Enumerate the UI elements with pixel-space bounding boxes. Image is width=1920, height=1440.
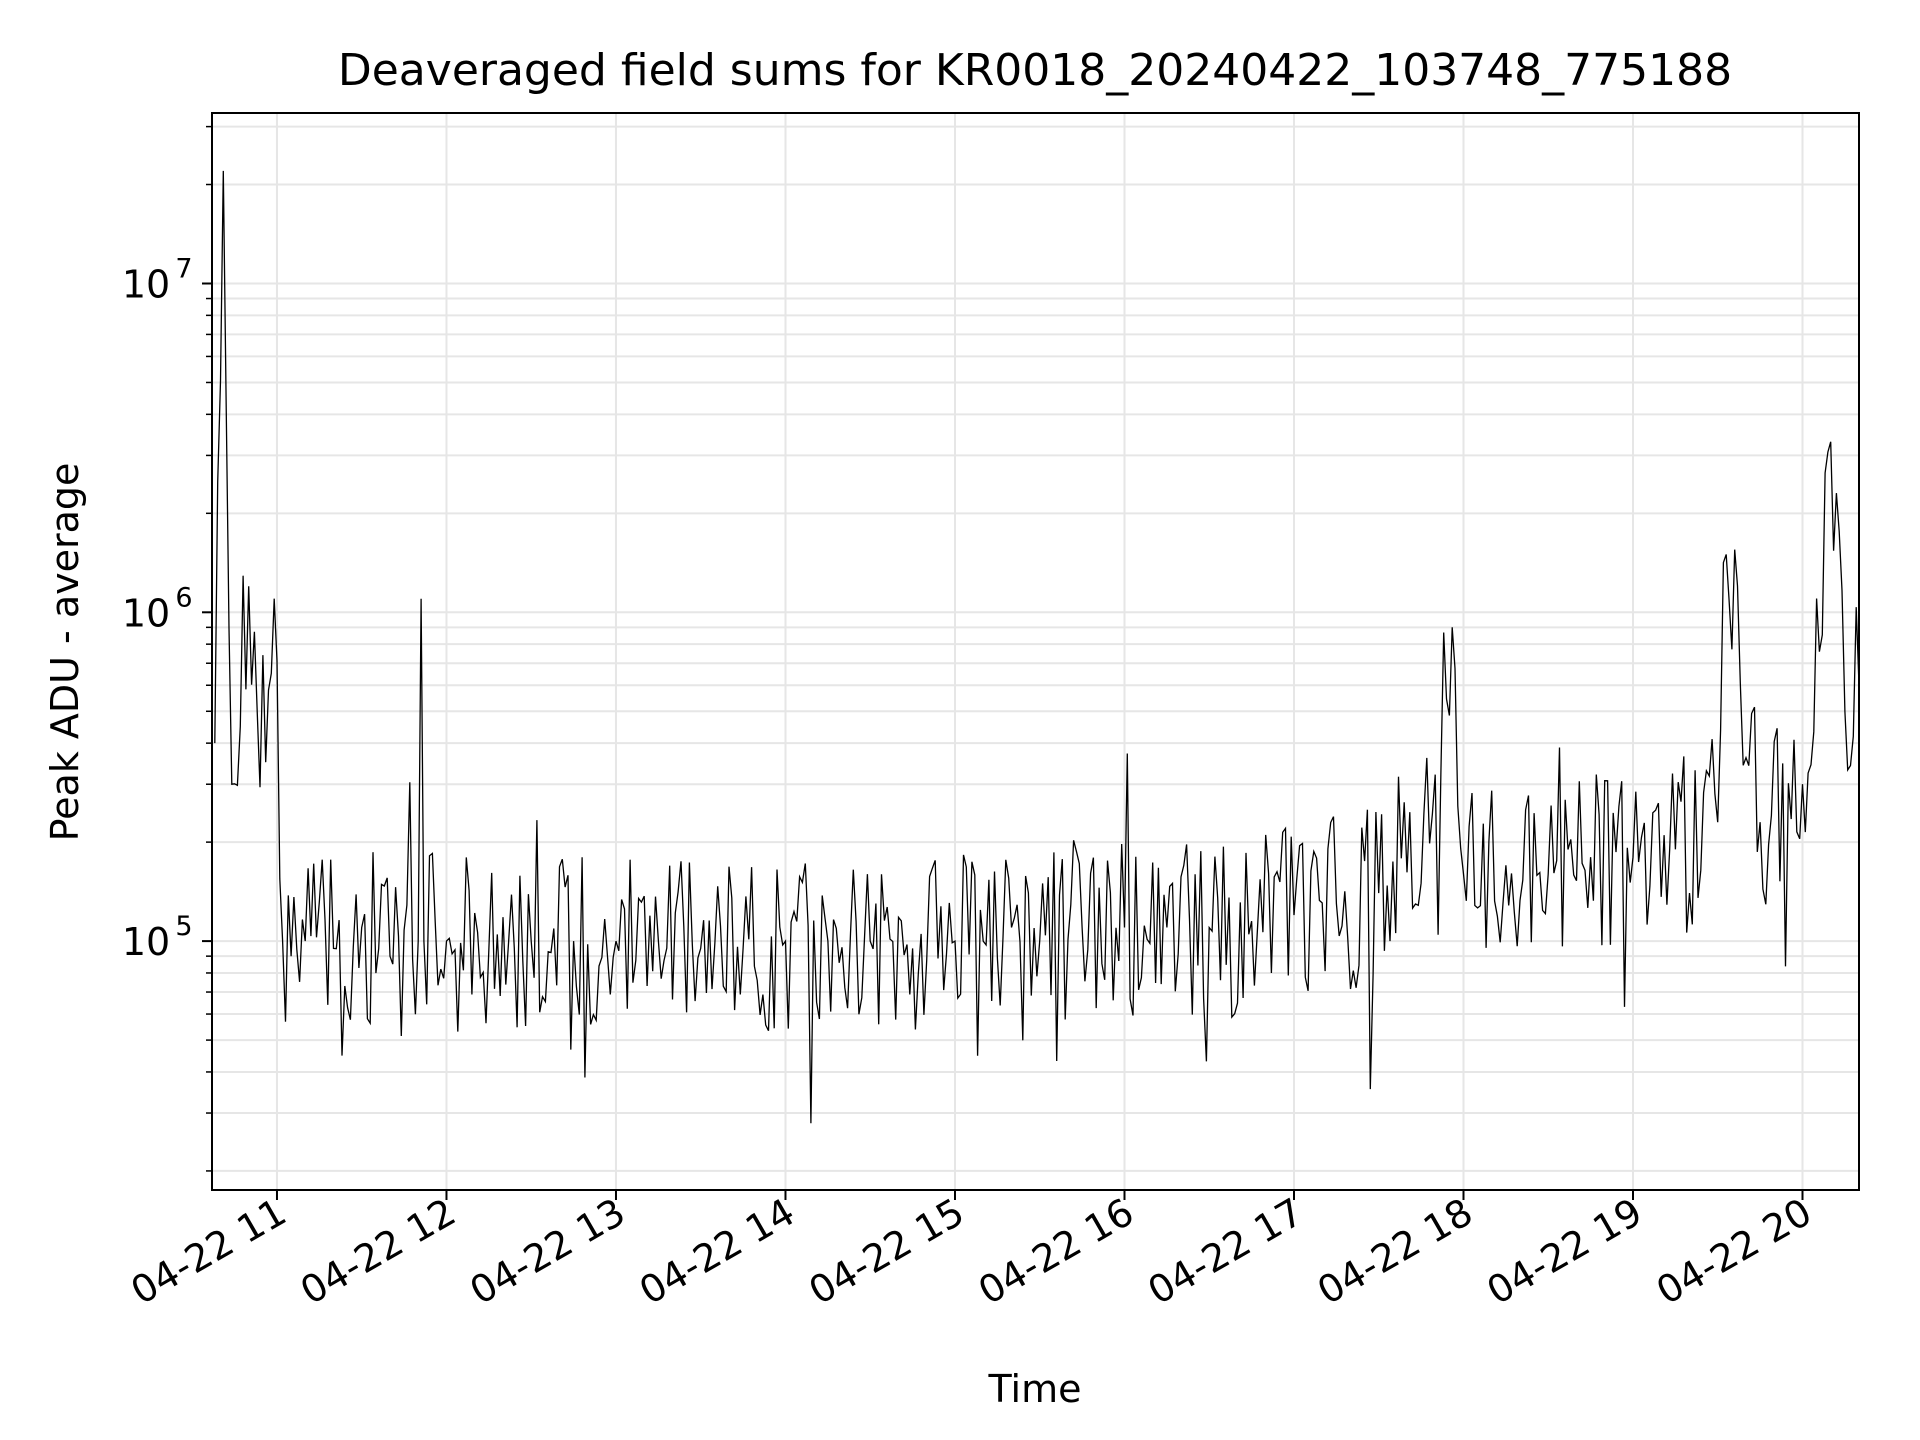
x-tick-label: 04-22 14: [632, 1190, 802, 1314]
x-tick-label: 04-22 13: [463, 1190, 633, 1314]
x-tick-label: 04-22 17: [1141, 1190, 1311, 1314]
plot-frame: [211, 112, 1860, 1191]
y-tick-exponent: 7: [175, 253, 192, 284]
x-axis-label: Time: [988, 1367, 1082, 1411]
x-tick-label: 04-22 20: [1649, 1190, 1819, 1314]
x-axis: 04-22 11 04-22 12 04-22 13 04-22 14 04-22 15…: [124, 1190, 1819, 1314]
chart-title: Deaveraged field sums for KR0018_2024042…: [338, 45, 1732, 96]
y-tick-label: 10: [122, 262, 170, 306]
series-polyline: [214, 170, 1860, 1124]
y-axis-label: Peak ADU - average: [43, 463, 87, 842]
y-tick-label: 10: [122, 920, 170, 964]
x-tick-label: 04-22 16: [971, 1190, 1141, 1314]
x-tick-label: 04-22 15: [802, 1190, 972, 1314]
x-tick-label: 04-22 19: [1480, 1190, 1650, 1314]
grid-lines: [212, 113, 1859, 1190]
y-tick-label: 10: [122, 591, 170, 635]
x-tick-label: 04-22 18: [1310, 1190, 1480, 1314]
x-tick-label: 04-22 12: [293, 1190, 463, 1314]
x-tick-label: 04-22 11: [124, 1190, 294, 1314]
series-line: [214, 170, 1860, 1124]
y-tick-exponent: 5: [175, 911, 192, 942]
y-tick-exponent: 6: [175, 582, 192, 613]
